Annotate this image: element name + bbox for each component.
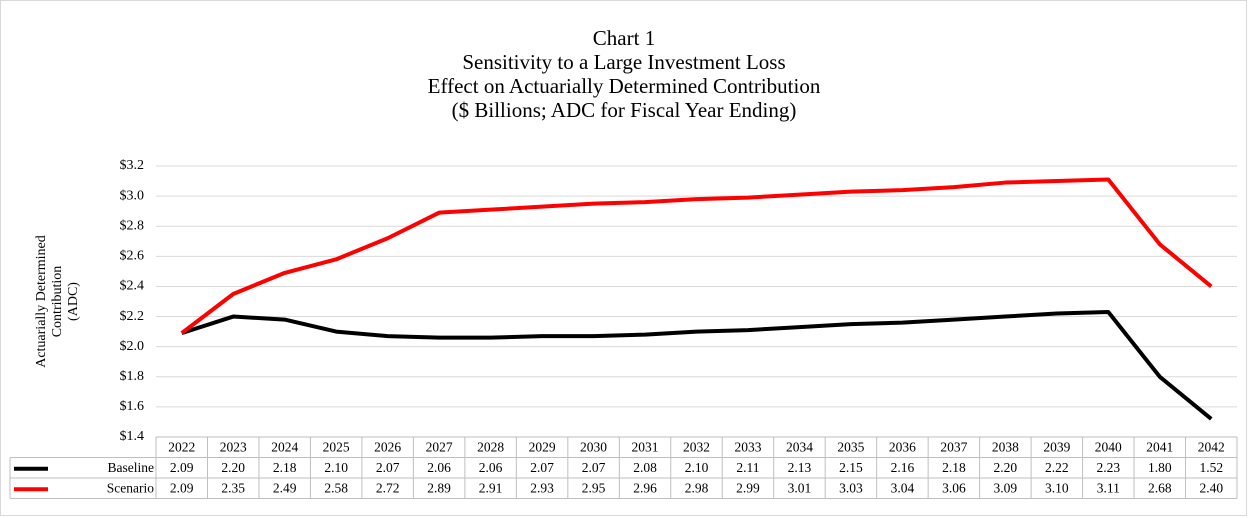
table-value: 2.10	[324, 460, 348, 475]
x-tick-label: 2027	[426, 439, 453, 454]
table-value: 2.98	[685, 480, 709, 495]
y-axis-label: (ADC)	[66, 282, 81, 321]
table-value: 2.15	[839, 460, 863, 475]
x-tick-label: 2024	[271, 439, 298, 454]
x-tick-label: 2031	[632, 439, 659, 454]
table-value: 2.58	[324, 480, 348, 495]
x-tick-label: 2032	[683, 439, 710, 454]
table-value: 2.07	[376, 460, 400, 475]
table-value: 2.91	[479, 480, 503, 495]
table-value: 2.09	[170, 480, 194, 495]
table-value: 2.06	[427, 460, 451, 475]
table-value: 2.10	[685, 460, 709, 475]
table-value: 2.22	[1045, 460, 1069, 475]
chart-title: Sensitivity to a Large Investment Loss	[462, 50, 785, 74]
table-value: 2.72	[376, 480, 400, 495]
x-tick-label: 2033	[734, 439, 761, 454]
x-tick-label: 2036	[889, 439, 916, 454]
y-axis-label: Contribution	[50, 266, 65, 338]
table-value: 2.08	[633, 460, 657, 475]
x-tick-label: 2023	[220, 439, 247, 454]
y-tick-label: $2.6	[120, 249, 145, 264]
x-tick-label: 2037	[940, 439, 967, 454]
y-tick-label: $2.4	[120, 279, 145, 294]
line-series	[180, 177, 1213, 335]
table-value: 2.95	[582, 480, 606, 495]
table-value: 2.49	[273, 480, 297, 495]
y-tick-label: $1.8	[120, 369, 145, 384]
table-value: 3.04	[891, 480, 915, 495]
chart-title: Chart 1	[593, 26, 655, 50]
y-axis-label: Actuarially Determined	[34, 235, 49, 368]
table-value: 2.99	[736, 480, 760, 495]
x-tick-label: 2041	[1146, 439, 1173, 454]
table-value: 2.68	[1148, 480, 1172, 495]
x-tick-label: 2035	[837, 439, 864, 454]
x-tick-label: 2022	[168, 439, 195, 454]
table-value: 3.01	[788, 480, 812, 495]
table-value: 2.20	[221, 460, 245, 475]
x-tick-label: 2040	[1095, 439, 1122, 454]
table-value: 2.89	[427, 480, 451, 495]
table-value: 2.23	[1096, 460, 1120, 475]
table-value: 2.35	[221, 480, 245, 495]
table-value: 3.06	[942, 480, 966, 495]
table-value: 2.11	[736, 460, 759, 475]
x-tick-label: 2026	[374, 439, 401, 454]
y-tick-label: $1.4	[120, 429, 145, 444]
table-value: 2.93	[530, 480, 554, 495]
table-value: 2.18	[273, 460, 297, 475]
table-value: 3.03	[839, 480, 863, 495]
x-tick-label: 2034	[786, 439, 813, 454]
table-value: 3.09	[994, 480, 1018, 495]
y-tick-label: $2.0	[120, 339, 145, 354]
x-tick-label: 2039	[1043, 439, 1070, 454]
x-tick-label: 2030	[580, 439, 607, 454]
table-value: 2.16	[891, 460, 915, 475]
y-tick-label: $2.8	[120, 218, 145, 233]
line-series	[181, 310, 1213, 421]
table-value: 2.13	[788, 460, 812, 475]
chart-title: Effect on Actuarially Determined Contrib…	[428, 74, 821, 98]
table-value: 2.07	[530, 460, 554, 475]
table-value: 3.10	[1045, 480, 1069, 495]
x-tick-label: 2038	[992, 439, 1019, 454]
table-value: 2.07	[582, 460, 606, 475]
table-value: 1.80	[1148, 460, 1172, 475]
table-value: 2.09	[170, 460, 194, 475]
x-tick-label: 2042	[1198, 439, 1225, 454]
x-tick-label: 2029	[529, 439, 556, 454]
table-value: 3.11	[1097, 480, 1120, 495]
chart-title: ($ Billions; ADC for Fiscal Year Ending)	[452, 98, 797, 122]
y-tick-label: $2.2	[120, 309, 145, 324]
x-tick-label: 2025	[323, 439, 350, 454]
table-value: 2.40	[1199, 480, 1223, 495]
x-tick-label: 2028	[477, 439, 504, 454]
y-tick-label: $3.0	[120, 188, 145, 203]
table-value: 2.20	[994, 460, 1018, 475]
table-value: 1.52	[1199, 460, 1223, 475]
table-value: 2.06	[479, 460, 503, 475]
y-tick-label: $1.6	[120, 399, 145, 414]
table-value: 2.96	[633, 480, 657, 495]
legend-label: Baseline	[108, 460, 155, 475]
table-value: 2.18	[942, 460, 966, 475]
y-tick-label: $3.2	[120, 158, 145, 173]
legend-label: Scenario	[107, 480, 154, 495]
